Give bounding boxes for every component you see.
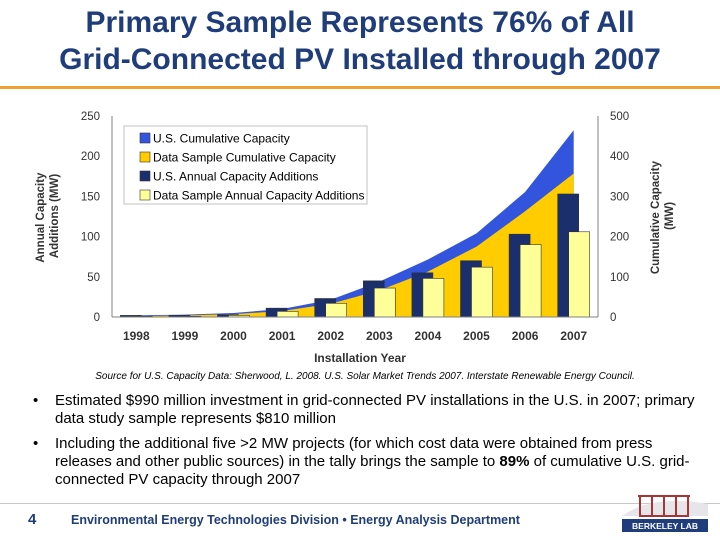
title-divider [0,86,720,89]
sample-annual-bar [568,231,591,318]
x-tick-label: 2000 [220,329,247,343]
left-tick-label: 0 [94,312,100,324]
right-tick-label: 400 [610,151,629,163]
legend-swatch [139,170,151,182]
logo-text: BERKELEY LAB [632,521,698,531]
sample-annual-bar [519,244,542,318]
y-axis-left-label-line-1: Annual Capacity [35,172,47,263]
x-tick-label: 2001 [269,329,296,343]
left-tick-labels: 0 50 100 150 200 250 [81,111,100,324]
left-tick-label: 200 [81,151,100,163]
sample-annual-bar [422,278,445,318]
legend: U.S. Cumulative Capacity Data Sample Cumu… [123,125,368,205]
x-tick-label: 2002 [317,329,344,343]
bullet-item: • Including the additional five >2 MW pr… [30,435,700,489]
x-tick-label: 2003 [366,329,393,343]
title-line-1: Primary Sample Represents 76% of All [85,6,635,39]
x-tick-label: 2006 [512,329,539,343]
bullet-text-start: Including the additional five >2 MW proj… [55,435,653,470]
y-axis-right-label-line-1: Cumulative Capacity [650,160,662,274]
source-note: Source for U.S. Capacity Data: Sherwood,… [95,371,635,382]
bullet-dot: • [33,435,39,452]
legend-box [123,125,368,205]
right-tick-labels: 0 100 200 300 400 500 [610,111,629,324]
legend-label: U.S. Annual Capacity Additions [153,170,318,184]
bullet-list: • Estimated $990 million investment in g… [30,392,700,496]
left-tick-label: 150 [81,191,100,203]
left-tick-label: 50 [87,272,100,284]
logo-banner [622,519,708,532]
y-axis-left-label: Annual Capacity Additions (MW) [35,169,61,262]
x-tick-labels: 1998 1999 2000 2001 2002 2003 2004 2005 2006 2007 [123,329,587,343]
x-tick-label: 1999 [172,329,199,343]
x-tick-label: 2005 [463,329,490,343]
berkeley-lab-logo: BERKELEY LAB [622,495,708,532]
bar-layer [120,193,591,318]
right-tick-label: 300 [610,191,629,203]
footer-text: Environmental Energy Technologies Divisi… [71,513,520,527]
bullet-item: • Estimated $990 million investment in g… [30,392,700,428]
y-axis-right-label-line-2: (MW) [664,202,676,230]
legend-swatch [139,189,151,201]
legend-swatch [139,151,151,163]
page-number: 4 [28,511,37,528]
legend-label: Data Sample Annual Capacity Additions [153,189,364,203]
y-axis-right-label: Cumulative Capacity (MW) [650,158,676,274]
footer-divider [0,503,720,504]
x-tick-label: 2004 [415,329,442,343]
right-tick-label: 100 [610,272,629,284]
sample-annual-bar [471,266,493,318]
x-tick-label: 2007 [560,329,587,343]
bullet-highlight: 89% [499,453,530,470]
legend-label: Data Sample Cumulative Capacity [153,151,336,165]
left-tick-label: 250 [81,111,100,123]
x-tick-label: 1998 [123,329,150,343]
bullet-dot: • [33,392,39,409]
bullet-text-end: of cumulative U.S. grid-connected PV cap… [55,453,690,488]
sample-annual-bar [325,303,348,318]
bullet-text: Estimated $990 million investment in gri… [55,392,695,427]
right-tick-label: 200 [610,232,629,244]
right-tick-label: 0 [610,312,616,324]
sample-annual-bar [276,311,299,318]
x-axis-label: Installation Year [314,351,406,365]
sample-annual-bar [373,287,396,318]
legend-swatch [139,132,151,144]
y-axis-left-label-line-2: Additions (MW) [49,174,61,258]
slide-title: Primary Sample Represents 76% of All Gri… [0,4,720,78]
legend-label: U.S. Cumulative Capacity [153,132,290,146]
title-line-2: Grid-Connected PV Installed through 2007 [59,43,661,76]
left-tick-label: 100 [81,232,100,244]
right-tick-label: 500 [610,111,629,123]
